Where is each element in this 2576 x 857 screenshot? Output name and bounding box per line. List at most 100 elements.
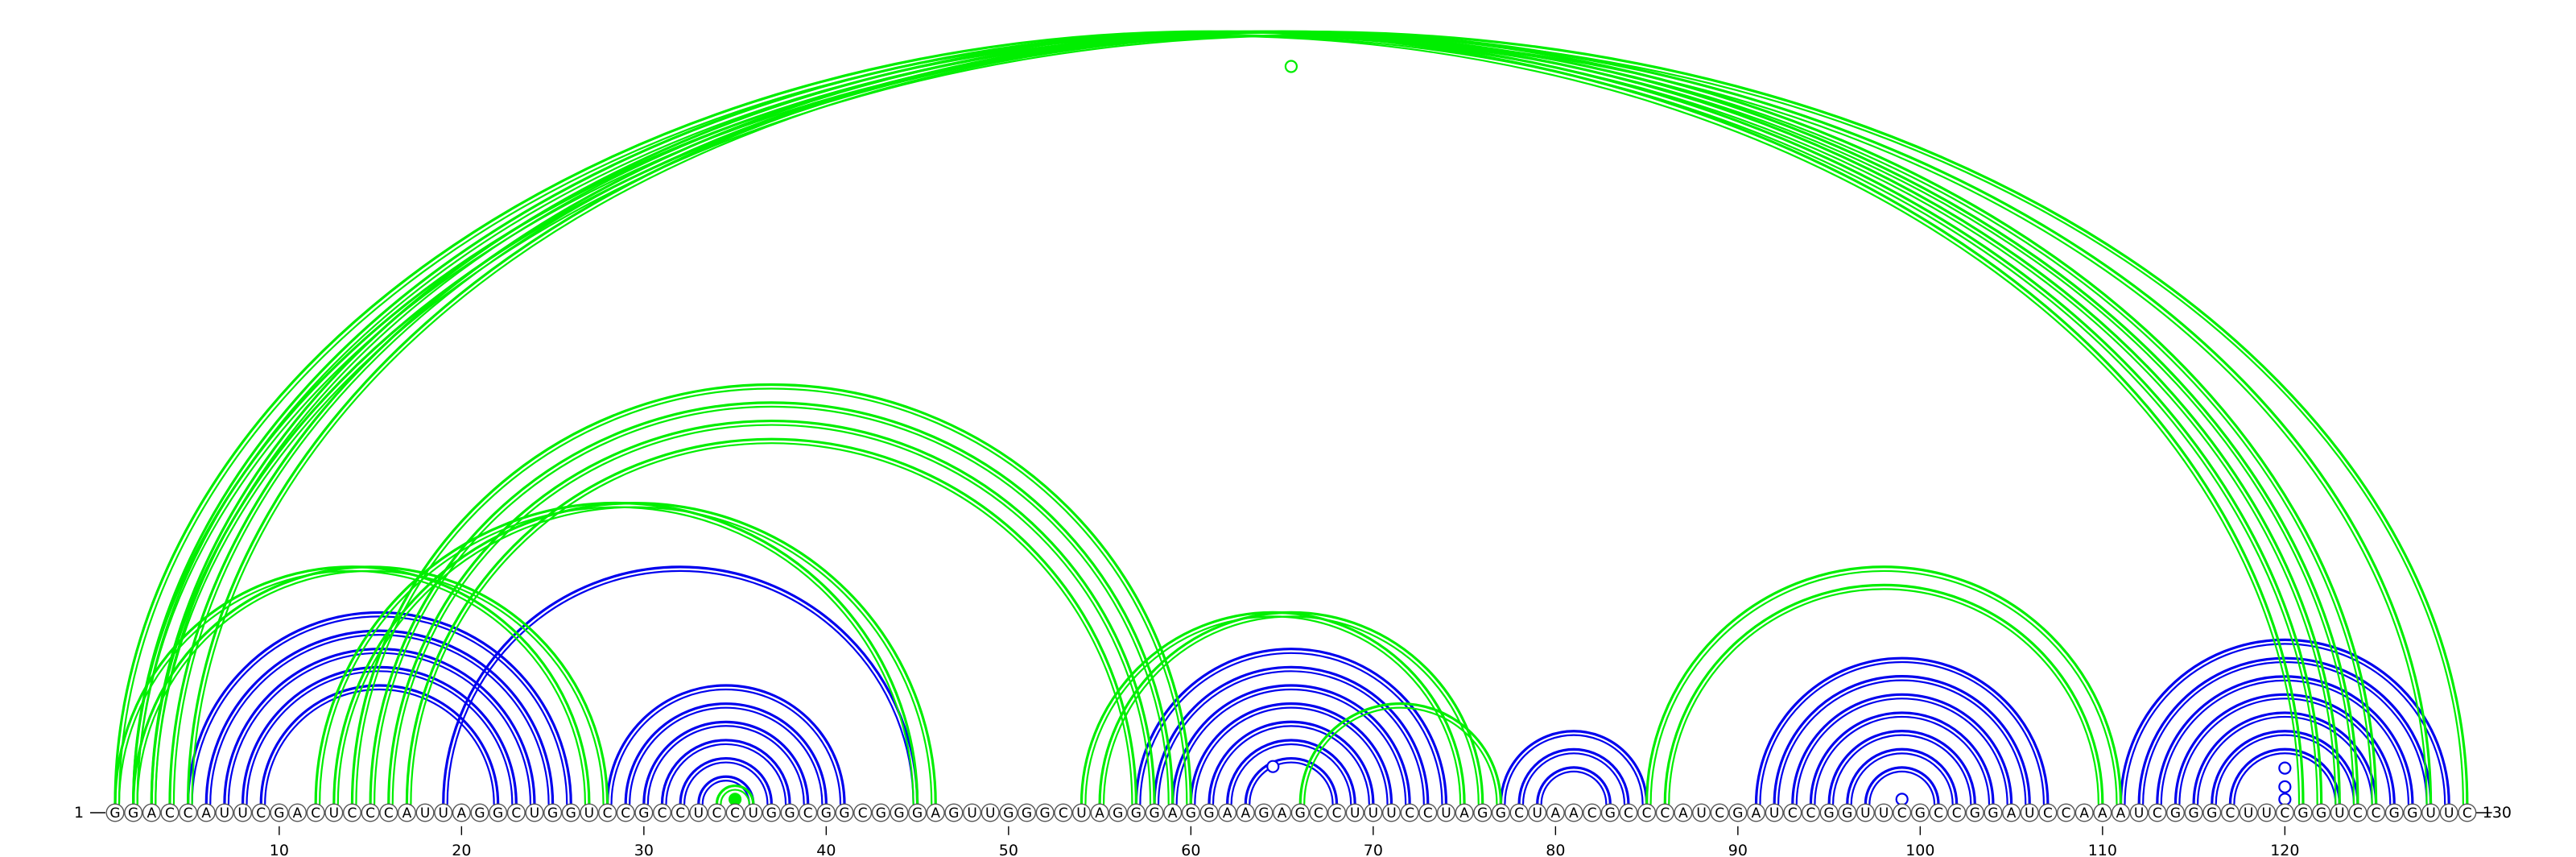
- nucleotide-letter: G: [109, 805, 120, 822]
- nucleotide-letter: A: [2098, 805, 2107, 822]
- nucleotide-circle: [1145, 803, 1164, 822]
- nucleotide-circle: [179, 803, 198, 822]
- nucleotide-circle: [2384, 803, 2404, 822]
- nucleotide-letter: C: [712, 805, 722, 822]
- nucleotide-letter: G: [821, 805, 832, 822]
- base-pair-arc-blue: [1846, 747, 1959, 805]
- nucleotide-circle: [452, 803, 471, 822]
- nucleotide-circle: [689, 803, 708, 822]
- nucleotide-circle: [2220, 803, 2240, 822]
- nucleotide-letter: G: [1496, 805, 1506, 822]
- nucleotide-circle: [506, 803, 526, 822]
- nucleotide-letter: C: [256, 805, 266, 822]
- nucleotide-circle: [835, 803, 854, 822]
- base-pair-arc-green: [1098, 611, 1484, 805]
- nucleotide-letter: U: [1696, 805, 1706, 822]
- nucleotide-letter: U: [2134, 805, 2144, 822]
- nucleotide-letter: A: [1278, 805, 1287, 822]
- nucleotide-circle: [1965, 803, 1984, 822]
- base-pair-arc-blue: [1171, 684, 1411, 805]
- nucleotide-letter: G: [2207, 805, 2217, 822]
- nucleotide-letter: U: [967, 805, 976, 822]
- base-pair-arc-blue-inner: [446, 569, 914, 805]
- nucleotide-circle: [1600, 803, 1620, 822]
- nucleotide-letter: A: [201, 805, 211, 822]
- base-pair-arc-blue: [1864, 766, 1940, 805]
- nucleotide-circle: [2074, 803, 2094, 822]
- nucleotide-circle: [616, 803, 635, 822]
- nucleotide-letter: G: [839, 805, 849, 822]
- base-pair-arc-blue: [624, 702, 828, 805]
- base-pair-arc-blue-inner: [1814, 715, 1991, 805]
- position-axis: 10 20 30 40 50 60 70 80 90 100 110 120: [270, 826, 2299, 857]
- nucleotide-letter: C: [2280, 805, 2289, 822]
- nucleotide-circle: [1254, 803, 1274, 822]
- nucleotide-circle: [2002, 803, 2021, 822]
- base-pair-arc-blue: [1244, 757, 1339, 805]
- nucleotide-letter: C: [2153, 805, 2162, 822]
- nucleotide-letter: U: [2444, 805, 2454, 822]
- nucleotide-circle: [470, 803, 489, 822]
- nucleotide-letter: G: [1149, 805, 1159, 822]
- axis-tick-label: 50: [999, 842, 1018, 857]
- base-pair-arc-blue-inner: [1157, 670, 1425, 805]
- nucleotide-letter: A: [147, 805, 156, 822]
- nucleotide-letter: C: [165, 805, 175, 822]
- arc-marker: [1895, 793, 1909, 806]
- nucleotide-letter: U: [1532, 805, 1542, 822]
- nucleotide-letter: C: [658, 805, 667, 822]
- nucleotide-letter: C: [1660, 805, 1670, 822]
- nucleotide-circle: [926, 803, 945, 822]
- nucleotide-letter: C: [1332, 805, 1342, 822]
- nucleotide-letter: G: [1477, 805, 1488, 822]
- base-pair-arc-blue-inner: [1832, 734, 1972, 805]
- nucleotide-circle: [1364, 803, 1383, 822]
- axis-tick-label: 10: [270, 842, 289, 857]
- nucleotide-letter: G: [948, 805, 959, 822]
- nucleotide-circle: [1655, 803, 1674, 822]
- base-pair-arc-blue: [1499, 730, 1649, 805]
- nucleotide-letter: G: [2297, 805, 2308, 822]
- nucleotide-letter: A: [1095, 805, 1104, 822]
- base-pair-arc-green: [387, 420, 1156, 805]
- nucleotide-circle: [980, 803, 1000, 822]
- nucleotide-letter: C: [621, 805, 630, 822]
- axis-tick-label: 110: [2088, 842, 2117, 857]
- base-pair-arc-blue-inner: [701, 780, 750, 805]
- nucleotide-circle: [1381, 803, 1401, 822]
- nucleotide-circle: [1528, 803, 1547, 822]
- nucleotide-circle: [2403, 803, 2422, 822]
- nucleotide-circle: [1236, 803, 1255, 822]
- nucleotide-letter: C: [858, 805, 868, 822]
- nucleotide-circle: [944, 803, 964, 822]
- nucleotide-circle: [707, 803, 726, 822]
- base-pair-arc-blue: [2211, 730, 2359, 805]
- nucleotide-circle: [306, 803, 325, 822]
- nucleotide-circle: [1017, 803, 1036, 822]
- base-pair-arc-blue: [1517, 747, 1630, 805]
- nucleotide-letter: C: [1624, 805, 1633, 822]
- base-pair-arc-green: [187, 30, 2378, 805]
- nucleotide-circle: [963, 803, 982, 822]
- base-pair-arc-blue: [605, 684, 846, 805]
- nucleotide-circle: [1290, 803, 1310, 822]
- nucleotide-circle: [799, 803, 818, 822]
- nucleotide-letter: C: [365, 805, 375, 822]
- nucleotide-circle: [1929, 803, 1948, 822]
- nucleotide-letter: G: [2170, 805, 2181, 822]
- nucleotide-circle: [2057, 803, 2076, 822]
- arc-marker: [728, 793, 742, 806]
- base-pair-arc-green-inner: [374, 405, 1170, 805]
- nucleotide-letter: G: [894, 805, 904, 822]
- nucleotide-letter: U: [2334, 805, 2344, 822]
- nucleotide-circle: [1692, 803, 1711, 822]
- nucleotide-circle: [2165, 803, 2185, 822]
- nucleotide-letter: C: [1405, 805, 1414, 822]
- nucleotide-letter: A: [1752, 805, 1761, 822]
- base-pair-arc-blue-inner: [1850, 752, 1954, 805]
- base-pair-arc-green-inner: [720, 789, 750, 805]
- nucleotide-letter: A: [2079, 805, 2089, 822]
- nucleotide-letter: C: [1314, 805, 1323, 822]
